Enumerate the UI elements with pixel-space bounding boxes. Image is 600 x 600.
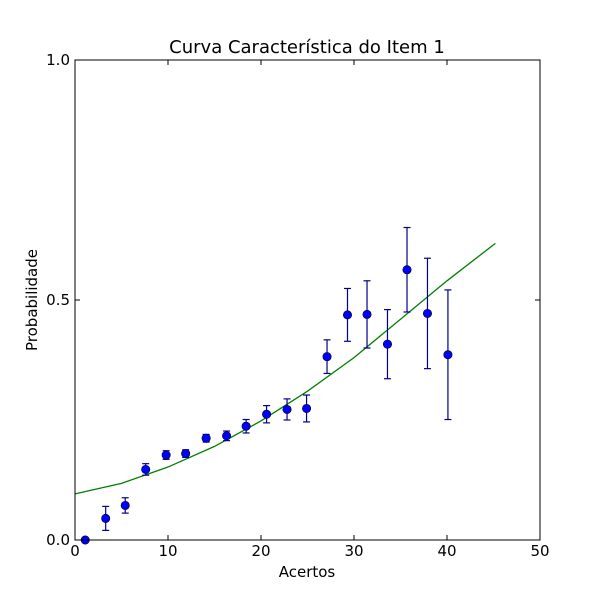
axis-ticks: 0 10 20 30 40 50 0.0 0.5 1.0 <box>46 51 549 560</box>
data-point <box>402 265 412 275</box>
plot-area <box>74 226 496 545</box>
data-point <box>342 310 352 320</box>
x-tick-label: 40 <box>437 542 456 560</box>
data-point <box>161 450 171 460</box>
data-point <box>322 352 332 362</box>
data-point <box>241 421 251 431</box>
x-tick-label: 50 <box>530 542 549 560</box>
y-axis-label: Probabilidade <box>23 249 41 351</box>
data-point <box>262 409 272 419</box>
data-point <box>101 513 111 523</box>
data-point <box>120 500 130 510</box>
data-point <box>181 449 191 459</box>
x-tick-label: 0 <box>70 542 80 560</box>
data-point <box>201 433 211 443</box>
y-tick-label: 0.0 <box>46 531 70 549</box>
x-tick-label: 30 <box>344 542 363 560</box>
data-point <box>422 308 432 318</box>
y-tick-label: 0.5 <box>46 291 70 309</box>
data-point <box>443 350 453 360</box>
y-tick-label: 1.0 <box>46 51 70 69</box>
x-tick-label: 20 <box>251 542 270 560</box>
data-point <box>382 339 392 349</box>
x-tick-label: 10 <box>158 542 177 560</box>
data-point <box>362 309 372 319</box>
chart-title: Curva Característica do Item 1 <box>169 37 445 58</box>
x-axis-label: Acertos <box>279 563 336 581</box>
fitted-curve-line <box>74 242 496 495</box>
data-point <box>282 404 292 414</box>
data-point <box>222 431 232 441</box>
plot-frame <box>74 59 541 541</box>
data-point <box>141 464 151 474</box>
data-point <box>302 403 312 413</box>
